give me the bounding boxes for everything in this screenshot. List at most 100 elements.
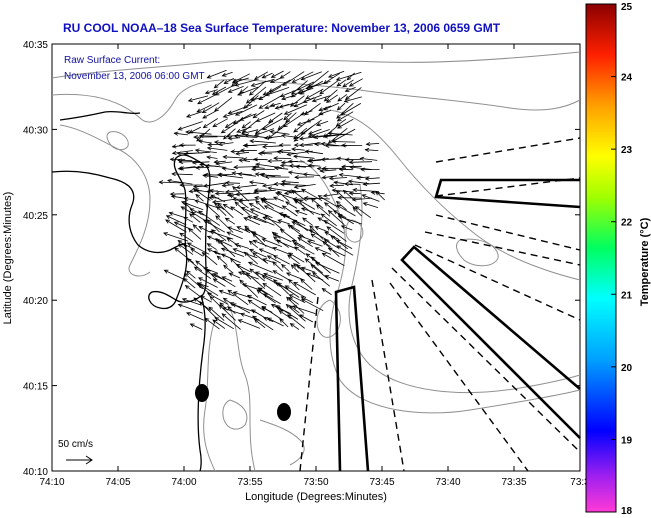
current-vector-head — [342, 189, 348, 195]
current-vector-head — [202, 114, 208, 119]
current-vector-head — [202, 123, 208, 129]
current-vector — [199, 135, 226, 137]
current-vector-head — [324, 143, 330, 148]
current-vector-head — [227, 226, 232, 231]
current-vector-head — [278, 212, 284, 217]
current-vector — [218, 174, 243, 179]
current-vector-head — [213, 140, 219, 145]
current-vector — [209, 296, 220, 306]
current-vector — [343, 190, 356, 201]
current-vector — [281, 94, 297, 100]
current-vector — [365, 177, 380, 180]
current-vector-head — [293, 242, 299, 247]
current-vector — [286, 272, 305, 281]
current-vector-head — [223, 264, 228, 270]
current-vector-head — [327, 209, 333, 215]
current-vector-head — [296, 264, 301, 269]
current-vector-head — [308, 229, 314, 234]
current-vector — [315, 226, 329, 233]
current-vector-head — [307, 163, 313, 168]
current-vector-head — [278, 310, 284, 315]
current-vector-head — [323, 202, 329, 207]
current-vector-head — [324, 275, 330, 279]
current-vector — [255, 200, 265, 210]
current-vector — [288, 297, 299, 305]
current-vector — [344, 183, 361, 185]
current-vector — [336, 71, 362, 81]
current-vector — [192, 224, 202, 233]
current-vector-head — [217, 239, 222, 245]
current-vector-head — [252, 239, 258, 244]
current-vector-head — [264, 174, 270, 180]
current-vector-head — [249, 268, 255, 273]
current-vector — [264, 214, 284, 231]
current-vector-head — [294, 199, 300, 204]
current-vector-head — [253, 75, 259, 80]
current-vector — [277, 119, 290, 130]
current-vector — [273, 255, 290, 265]
current-vector-head — [288, 294, 294, 299]
current-vector-head — [364, 147, 370, 153]
current-vector — [292, 240, 305, 248]
current-vector-head — [267, 186, 273, 191]
current-vector — [223, 110, 243, 118]
current-vector-head — [319, 168, 325, 173]
current-vector — [254, 319, 266, 329]
current-vector-head — [243, 251, 249, 257]
current-vector-head — [266, 255, 272, 260]
current-vector-head — [206, 269, 211, 274]
current-vector — [235, 192, 260, 195]
current-vector-head — [171, 171, 176, 177]
x-tick-label: 74:05 — [105, 477, 130, 488]
current-vector — [235, 151, 250, 155]
current-vector — [214, 160, 226, 163]
current-vector-head — [168, 211, 174, 216]
current-vector-head — [210, 194, 216, 199]
current-vector-head — [375, 190, 380, 196]
current-vector — [253, 216, 275, 226]
current-vector-head — [362, 202, 368, 207]
current-vector — [250, 140, 276, 144]
current-vector-head — [314, 262, 320, 267]
current-vector-head — [327, 247, 333, 252]
current-vector — [289, 294, 306, 304]
current-vector-head — [238, 158, 244, 163]
current-vector — [248, 262, 273, 273]
current-vector-head — [212, 250, 218, 255]
current-vector-head — [269, 79, 275, 83]
current-vector — [172, 173, 193, 176]
current-vector-head — [291, 78, 297, 83]
colorbar-tick-label: 18 — [621, 506, 633, 517]
current-vector-head — [239, 148, 245, 153]
current-vector-head — [335, 76, 341, 81]
scale-label: 50 cm/s — [58, 439, 93, 450]
current-vector-head — [323, 97, 329, 102]
current-vector — [345, 87, 356, 92]
x-tick-label: 73:55 — [237, 477, 262, 488]
current-vector — [187, 242, 210, 255]
current-vector — [293, 242, 315, 255]
current-vector — [281, 181, 299, 184]
current-vector-head — [261, 183, 267, 188]
current-vector — [165, 219, 187, 233]
current-vector — [281, 264, 290, 272]
current-vector-head — [181, 298, 187, 302]
current-vector — [324, 220, 345, 234]
current-vector — [179, 160, 201, 163]
current-vector-head — [242, 157, 248, 162]
current-vector — [215, 85, 233, 96]
current-vector-head — [169, 191, 175, 197]
current-vector-head — [286, 296, 291, 302]
current-vector — [237, 86, 259, 96]
surface-current-vectors — [158, 69, 385, 331]
current-vector-head — [243, 143, 249, 148]
current-vector-head — [236, 226, 242, 231]
current-vector — [315, 262, 340, 274]
current-vector — [241, 129, 259, 135]
current-vector — [178, 243, 194, 255]
current-vector-head — [297, 90, 302, 95]
current-vector — [236, 264, 251, 273]
current-vector — [297, 237, 313, 248]
current-vector — [279, 150, 291, 152]
current-vector — [212, 86, 227, 95]
